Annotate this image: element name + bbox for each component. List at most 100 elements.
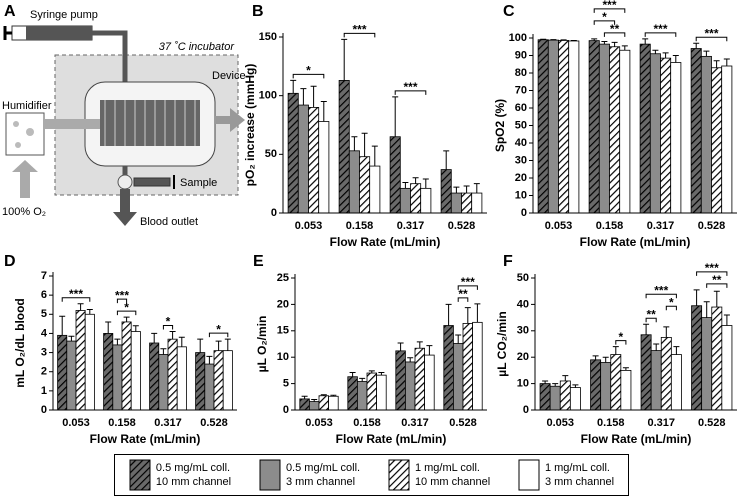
error-bar [464, 307, 471, 324]
significance-bracket [695, 36, 728, 42]
error-bar [422, 178, 429, 189]
x-tick-label: 0.158 [596, 220, 624, 232]
channel-lines [104, 100, 196, 146]
bar [299, 398, 310, 411]
significance-bracket [645, 293, 677, 299]
error-bar [320, 101, 327, 122]
bar [640, 334, 652, 411]
error-bar [361, 132, 368, 157]
y-tick-label: 20 [517, 351, 529, 363]
significance-label: *** [115, 288, 129, 302]
bubble [26, 128, 34, 136]
bar [600, 362, 612, 411]
y-tick-label: 6 [41, 289, 47, 301]
significance-bracket [208, 332, 229, 338]
bar [443, 325, 454, 411]
bar [348, 150, 360, 214]
error-bar [330, 394, 337, 397]
y-tick-label: 30 [515, 154, 527, 166]
bar [176, 346, 187, 411]
bar [471, 192, 483, 214]
x-tick-label: 0.053 [546, 417, 574, 429]
error-bar [463, 185, 470, 194]
bar [537, 39, 549, 214]
bar [308, 107, 320, 214]
x-tick-label: 0.317 [647, 220, 675, 232]
bar [369, 165, 381, 214]
legend-swatch [388, 459, 410, 491]
y-tick-label: 20 [277, 298, 289, 310]
error-bar [672, 55, 679, 63]
swatch [388, 459, 410, 491]
error-bar [542, 380, 549, 384]
y-axis-label: mL O₂/dL blood [13, 298, 27, 388]
significance-label: *** [461, 275, 475, 289]
bar [452, 343, 464, 411]
bar [590, 359, 602, 411]
significance-label: *** [69, 287, 83, 301]
y-tick-label: 30 [517, 325, 529, 337]
sample-syringe [133, 177, 171, 187]
y-tick-label: 0 [271, 207, 277, 219]
error-bar [320, 394, 327, 396]
bar [660, 336, 672, 411]
bar [297, 104, 309, 214]
y-tick-label: 15 [277, 325, 289, 337]
error-bar [105, 321, 112, 334]
oxygen-arrow [12, 160, 38, 198]
bar [195, 352, 206, 411]
error-bar [713, 60, 720, 68]
legend-text: 0.5 mg/mL coll. 3 mm channel [285, 462, 361, 488]
y-tick-label: 100 [259, 90, 277, 102]
significance-label: * [306, 64, 311, 78]
bar [701, 317, 713, 411]
x-axis-label: Flow Rate (mL/min) [336, 432, 447, 446]
error-bar [359, 377, 366, 382]
bar [395, 350, 406, 411]
error-bar [68, 335, 75, 342]
error-bar [693, 42, 700, 49]
bar [366, 372, 378, 411]
bar [569, 387, 581, 411]
error-bar [215, 340, 222, 351]
y-tick-label: 60 [515, 102, 527, 114]
y-axis-label: pO₂ increase (mmHg) [243, 64, 257, 187]
bar [690, 48, 702, 214]
x-tick-label: 0.317 [401, 417, 429, 429]
bar [103, 333, 114, 411]
bar [558, 40, 570, 214]
bar [399, 187, 411, 214]
legend-swatch [518, 459, 540, 491]
significance-label: *** [654, 283, 668, 297]
significance-bracket [644, 32, 677, 37]
error-bar [693, 289, 700, 306]
y-tick-label: 5 [41, 308, 47, 320]
bar [559, 380, 571, 411]
error-bar [443, 150, 450, 170]
x-tick-label: 0.528 [449, 417, 477, 429]
bar [414, 347, 426, 411]
bar [462, 323, 474, 411]
humidifier [5, 112, 45, 156]
bar [410, 183, 422, 214]
y-tick-label: 7 [41, 270, 47, 282]
bar [721, 65, 733, 214]
bar [721, 325, 733, 411]
x-tick-label: 0.317 [647, 417, 675, 429]
bar [389, 136, 401, 214]
error-bar [392, 96, 399, 137]
inlet-tube [92, 30, 128, 85]
x-axis-label: Flow Rate (mL/min) [330, 235, 441, 249]
significance-bracket [593, 20, 616, 25]
significance-label: * [124, 300, 129, 314]
y-tick-label: 40 [517, 298, 529, 310]
y-tick-label: 150 [259, 31, 277, 43]
y-tick-label: 10 [515, 189, 527, 201]
bar [660, 57, 672, 214]
error-bar [591, 38, 598, 41]
legend-text: 1 mg/mL coll. 10 mm channel [414, 462, 491, 488]
error-bar [341, 38, 348, 81]
syringe-label: Syringe pump [30, 9, 98, 21]
error-bar [662, 52, 669, 59]
